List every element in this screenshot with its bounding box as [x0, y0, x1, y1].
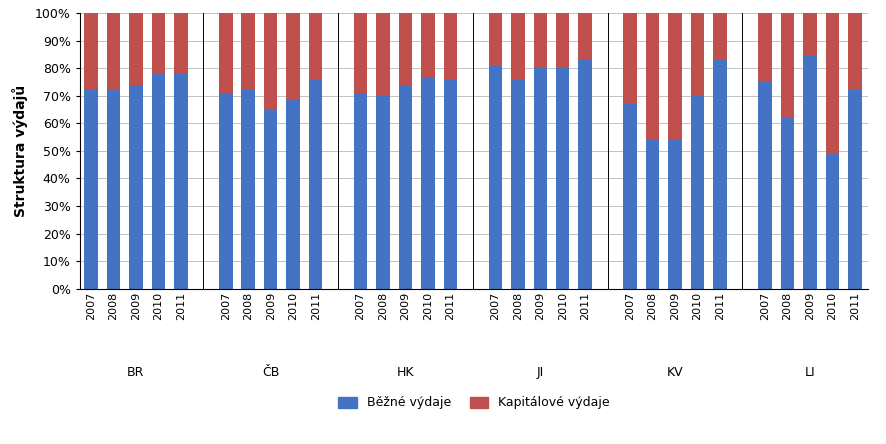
Bar	[713, 13, 727, 60]
Bar	[511, 13, 525, 79]
Bar	[264, 110, 277, 289]
Text: JI: JI	[537, 366, 544, 379]
Bar	[444, 13, 457, 79]
Text: ČB: ČB	[262, 366, 279, 379]
Bar	[668, 140, 682, 289]
Bar	[84, 13, 97, 91]
Legend: Běžné výdaje, Kapitálové výdaje: Běžné výdaje, Kapitálové výdaje	[333, 392, 615, 415]
Bar	[264, 13, 277, 110]
Bar	[286, 13, 299, 99]
Bar	[803, 13, 817, 55]
Bar	[84, 91, 97, 289]
Bar	[242, 13, 255, 91]
Text: LI: LI	[804, 366, 815, 379]
Bar	[219, 13, 232, 93]
Bar	[129, 13, 143, 85]
Bar	[399, 85, 412, 289]
Bar	[152, 13, 165, 74]
Bar	[488, 13, 502, 66]
Bar	[781, 13, 794, 118]
Bar	[377, 13, 390, 96]
Text: KV: KV	[667, 366, 683, 379]
Bar	[354, 13, 368, 93]
Bar	[781, 118, 794, 289]
Bar	[106, 13, 120, 91]
Bar	[556, 68, 570, 289]
Bar	[758, 13, 772, 82]
Bar	[174, 13, 188, 74]
Bar	[152, 74, 165, 289]
Bar	[219, 93, 232, 289]
Bar	[803, 55, 817, 289]
Bar	[691, 13, 704, 96]
Bar	[377, 96, 390, 289]
Bar	[646, 13, 659, 140]
Bar	[579, 60, 592, 289]
Bar	[624, 104, 637, 289]
Bar	[533, 13, 547, 68]
Bar	[691, 96, 704, 289]
Bar	[758, 82, 772, 289]
Bar	[354, 93, 368, 289]
Bar	[309, 13, 323, 79]
Bar	[444, 79, 457, 289]
Bar	[848, 91, 861, 289]
Bar	[174, 74, 188, 289]
Bar	[511, 79, 525, 289]
Bar	[421, 13, 435, 77]
Text: HK: HK	[397, 366, 415, 379]
Bar	[421, 77, 435, 289]
Bar	[624, 13, 637, 104]
Bar	[129, 85, 143, 289]
Bar	[242, 91, 255, 289]
Bar	[309, 79, 323, 289]
Text: BR: BR	[128, 366, 144, 379]
Bar	[713, 60, 727, 289]
Bar	[646, 140, 659, 289]
Bar	[533, 68, 547, 289]
Bar	[579, 13, 592, 60]
Bar	[106, 91, 120, 289]
Bar	[668, 13, 682, 140]
Bar	[556, 13, 570, 68]
Bar	[286, 99, 299, 289]
Bar	[826, 13, 839, 154]
Bar	[399, 13, 412, 85]
Bar	[826, 154, 839, 289]
Bar	[848, 13, 861, 91]
Bar	[488, 66, 502, 289]
Y-axis label: Struktura výdajů: Struktura výdajů	[12, 85, 27, 217]
